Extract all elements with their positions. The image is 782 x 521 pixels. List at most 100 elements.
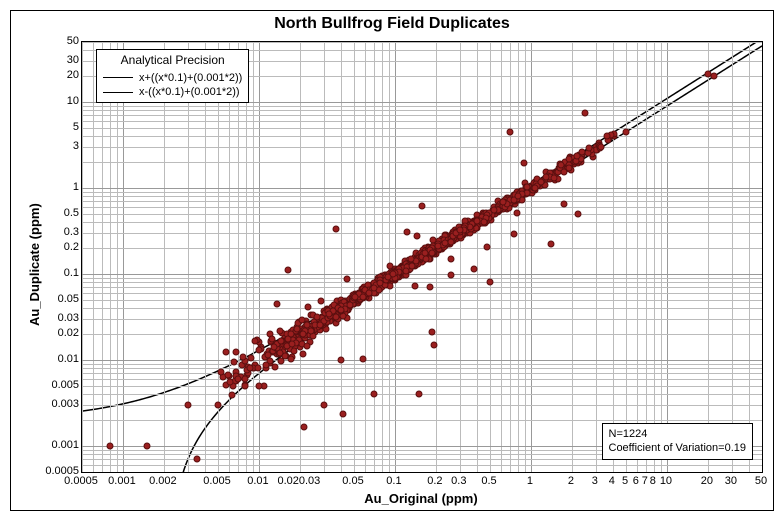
x-tick-label: 6 [633, 475, 639, 487]
data-point [318, 297, 325, 304]
data-point [325, 311, 332, 318]
data-point [547, 241, 554, 248]
data-point [441, 239, 448, 246]
data-point [586, 145, 593, 152]
data-point [343, 275, 350, 282]
data-point [246, 365, 253, 372]
data-point [561, 201, 568, 208]
chart-title: North Bullfrog Field Duplicates [11, 15, 773, 33]
x-tick-label: 0.020.03 [277, 475, 320, 487]
data-point [481, 218, 488, 225]
x-tick-label: 5 [622, 475, 628, 487]
data-point [597, 144, 604, 151]
y-tick-label: 0.01 [51, 353, 79, 365]
data-point [255, 383, 262, 390]
data-point [499, 198, 506, 205]
data-point [523, 184, 530, 191]
data-point [184, 402, 191, 409]
data-point [284, 266, 291, 273]
legend-box: Analytical Precision x+((x*0.1)+(0.001*2… [96, 49, 249, 103]
y-tick-label: 0.5 [57, 207, 79, 219]
data-point [429, 250, 436, 257]
data-point [300, 424, 307, 431]
x-tick-label: 0.005 [203, 475, 231, 487]
x-tick-label: 10 [660, 475, 672, 487]
data-point [248, 355, 255, 362]
data-point [370, 391, 377, 398]
data-point [225, 371, 232, 378]
data-point [574, 211, 581, 218]
legend-item-label: x+((x*0.1)+(0.001*2)) [139, 71, 242, 85]
stats-box: N=1224 Coefficient of Variation=0.19 [602, 423, 754, 460]
data-point [106, 443, 113, 450]
data-point [228, 392, 235, 399]
data-point [448, 255, 455, 262]
plot-area [81, 41, 763, 473]
x-tick-label: 0.2 [427, 475, 442, 487]
data-point [573, 152, 580, 159]
data-point [428, 328, 435, 335]
y-tick-label: 10 [63, 95, 79, 107]
data-point [389, 270, 396, 277]
y-tick-label: 0.05 [51, 293, 79, 305]
data-point [551, 174, 558, 181]
data-point [300, 330, 307, 337]
data-point [448, 271, 455, 278]
data-point [239, 354, 246, 361]
data-point [415, 391, 422, 398]
data-point [515, 193, 522, 200]
y-tick-label: 1 [69, 181, 79, 193]
data-point [456, 227, 463, 234]
x-axis-label: Au_Original (ppm) [81, 491, 761, 506]
x-tick-label: 8 [650, 475, 656, 487]
data-point [232, 349, 239, 356]
legend-line-icon [103, 92, 133, 93]
x-tick-label: 0.3 [451, 475, 466, 487]
data-point [287, 330, 294, 337]
legend-title: Analytical Precision [103, 53, 242, 69]
data-point [338, 306, 345, 313]
legend-line-icon [103, 77, 133, 78]
legend-row: x-((x*0.1)+(0.001*2)) [103, 85, 242, 99]
data-point [276, 350, 283, 357]
y-tick-label: 0.03 [51, 312, 79, 324]
data-point [215, 402, 222, 409]
data-point [430, 342, 437, 349]
y-tick-label: 3 [69, 140, 79, 152]
data-point [434, 242, 441, 249]
data-point [419, 203, 426, 210]
data-point [490, 207, 497, 214]
data-point [231, 358, 238, 365]
data-point [538, 179, 545, 186]
legend-item-label: x-((x*0.1)+(0.001*2)) [139, 85, 240, 99]
data-point [506, 128, 513, 135]
y-tick-label: 5 [69, 121, 79, 133]
data-point [340, 410, 347, 417]
data-point [263, 362, 270, 369]
data-point [337, 357, 344, 364]
data-point [603, 132, 610, 139]
data-point [403, 267, 410, 274]
data-point [255, 365, 262, 372]
data-point [474, 218, 481, 225]
stats-cov: Coefficient of Variation=0.19 [609, 441, 747, 455]
data-point [332, 226, 339, 233]
data-point [278, 338, 285, 345]
data-point [413, 232, 420, 239]
y-tick-label: 0.2 [57, 241, 79, 253]
data-point [193, 456, 200, 463]
x-tick-label: 7 [642, 475, 648, 487]
legend-row: x+((x*0.1)+(0.001*2)) [103, 71, 242, 85]
y-tick-label: 30 [63, 54, 79, 66]
y-tick-label: 0.1 [57, 267, 79, 279]
data-point [242, 375, 249, 382]
data-point [412, 283, 419, 290]
data-point [360, 356, 367, 363]
data-point [305, 303, 312, 310]
x-tick-label: 0.001 [108, 475, 136, 487]
data-point [521, 160, 528, 167]
x-tick-label: 0.05 [342, 475, 363, 487]
data-point [242, 383, 249, 390]
data-point [483, 243, 490, 250]
data-point [289, 340, 296, 347]
